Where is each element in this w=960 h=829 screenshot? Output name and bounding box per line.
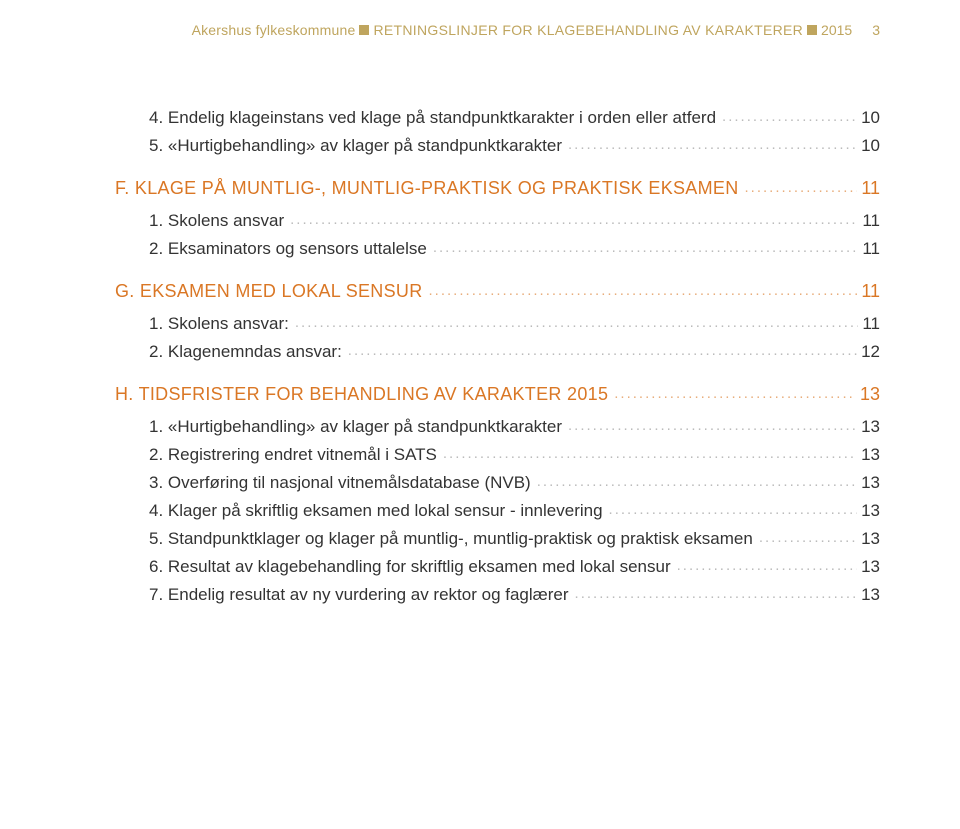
toc-leader-dots: ........................................… bbox=[342, 342, 857, 359]
toc-label: G. EKSAMEN MED LOKAL SENSUR bbox=[115, 281, 423, 302]
toc-item: 4. Klager på skriftlig eksamen med lokal… bbox=[115, 501, 880, 521]
toc-label: 1. Skolens ansvar bbox=[149, 211, 284, 231]
toc-leader-dots: ........................................… bbox=[569, 585, 858, 602]
toc-section: F. KLAGE PÅ MUNTLIG-, MUNTLIG-PRAKTISK O… bbox=[115, 178, 880, 199]
toc-item: 5. Standpunktklager og klager på muntlig… bbox=[115, 529, 880, 549]
toc-leader-dots: ........................................… bbox=[284, 211, 858, 228]
toc-leader-dots: ........................................… bbox=[562, 136, 857, 153]
toc-label: H. TIDSFRISTER FOR BEHANDLING AV KARAKTE… bbox=[115, 384, 608, 405]
toc-label: 4. Klager på skriftlig eksamen med lokal… bbox=[149, 501, 603, 521]
toc-label: 3. Overføring til nasjonal vitnemålsdata… bbox=[149, 473, 531, 493]
toc-label: 2. Registrering endret vitnemål i SATS bbox=[149, 445, 437, 465]
toc-page-number: 13 bbox=[857, 529, 880, 549]
toc-item: 7. Endelig resultat av ny vurdering av r… bbox=[115, 585, 880, 605]
toc-page-number: 11 bbox=[858, 314, 880, 334]
toc-section: H. TIDSFRISTER FOR BEHANDLING AV KARAKTE… bbox=[115, 384, 880, 405]
toc-label: 7. Endelig resultat av ny vurdering av r… bbox=[149, 585, 569, 605]
toc-label: 2. Eksaminators og sensors uttalelse bbox=[149, 239, 427, 259]
toc-page-number: 13 bbox=[857, 585, 880, 605]
toc-item: 2. Registrering endret vitnemål i SATS..… bbox=[115, 445, 880, 465]
toc-page-number: 13 bbox=[857, 557, 880, 577]
toc-label: 1. Skolens ansvar: bbox=[149, 314, 289, 334]
toc-page-number: 10 bbox=[857, 108, 880, 128]
square-icon bbox=[359, 25, 369, 35]
toc-label: 5. «Hurtigbehandling» av klager på stand… bbox=[149, 136, 562, 156]
toc-leader-dots: ........................................… bbox=[427, 239, 859, 256]
square-icon bbox=[807, 25, 817, 35]
toc-label: 1. «Hurtigbehandling» av klager på stand… bbox=[149, 417, 562, 437]
toc-item: 2. Klagenemndas ansvar:.................… bbox=[115, 342, 880, 362]
toc-item: 1. Skolens ansvar.......................… bbox=[115, 211, 880, 231]
toc-item: 3. Overføring til nasjonal vitnemålsdata… bbox=[115, 473, 880, 493]
toc-leader-dots: ........................................… bbox=[423, 282, 858, 299]
toc-leader-dots: ........................................… bbox=[289, 314, 858, 331]
toc-page-number: 13 bbox=[856, 384, 880, 405]
toc: 4. Endelig klageinstans ved klage på sta… bbox=[115, 108, 880, 605]
toc-leader-dots: ........................................… bbox=[603, 501, 858, 518]
toc-item: 6. Resultat av klagebehandling for skrif… bbox=[115, 557, 880, 577]
toc-label: 6. Resultat av klagebehandling for skrif… bbox=[149, 557, 671, 577]
toc-page-number: 13 bbox=[857, 473, 880, 493]
toc-page-number: 12 bbox=[857, 342, 880, 362]
toc-item: 4. Endelig klageinstans ved klage på sta… bbox=[115, 108, 880, 128]
toc-label: 2. Klagenemndas ansvar: bbox=[149, 342, 342, 362]
toc-leader-dots: ........................................… bbox=[437, 445, 857, 462]
toc-page-number: 11 bbox=[858, 239, 880, 259]
header-page-number: 3 bbox=[872, 22, 880, 38]
toc-item: 5. «Hurtigbehandling» av klager på stand… bbox=[115, 136, 880, 156]
toc-item: 1. «Hurtigbehandling» av klager på stand… bbox=[115, 417, 880, 437]
toc-page-number: 11 bbox=[858, 211, 880, 231]
header-org: Akershus fylkeskommune bbox=[192, 22, 356, 38]
toc-label: 4. Endelig klageinstans ved klage på sta… bbox=[149, 108, 716, 128]
toc-page-number: 11 bbox=[857, 281, 880, 302]
toc-page-number: 13 bbox=[857, 417, 880, 437]
toc-item: 1. Skolens ansvar:......................… bbox=[115, 314, 880, 334]
toc-leader-dots: ........................................… bbox=[671, 557, 857, 574]
toc-section: G. EKSAMEN MED LOKAL SENSUR.............… bbox=[115, 281, 880, 302]
toc-page-number: 13 bbox=[857, 445, 880, 465]
toc-page-number: 10 bbox=[857, 136, 880, 156]
toc-leader-dots: ........................................… bbox=[716, 108, 857, 125]
toc-label: F. KLAGE PÅ MUNTLIG-, MUNTLIG-PRAKTISK O… bbox=[115, 178, 739, 199]
toc-leader-dots: ........................................… bbox=[562, 417, 857, 434]
header-title: RETNINGSLINJER FOR KLAGEBEHANDLING AV KA… bbox=[373, 22, 803, 38]
toc-leader-dots: ........................................… bbox=[608, 385, 856, 402]
toc-leader-dots: ........................................… bbox=[739, 179, 858, 196]
toc-page-number: 13 bbox=[857, 501, 880, 521]
toc-label: 5. Standpunktklager og klager på muntlig… bbox=[149, 529, 753, 549]
header-year: 2015 bbox=[821, 22, 852, 38]
page-header: Akershus fylkeskommune RETNINGSLINJER FO… bbox=[115, 22, 880, 38]
toc-leader-dots: ........................................… bbox=[753, 529, 857, 546]
toc-item: 2. Eksaminators og sensors uttalelse....… bbox=[115, 239, 880, 259]
toc-leader-dots: ........................................… bbox=[531, 473, 857, 490]
page: Akershus fylkeskommune RETNINGSLINJER FO… bbox=[0, 0, 960, 653]
toc-page-number: 11 bbox=[857, 178, 880, 199]
